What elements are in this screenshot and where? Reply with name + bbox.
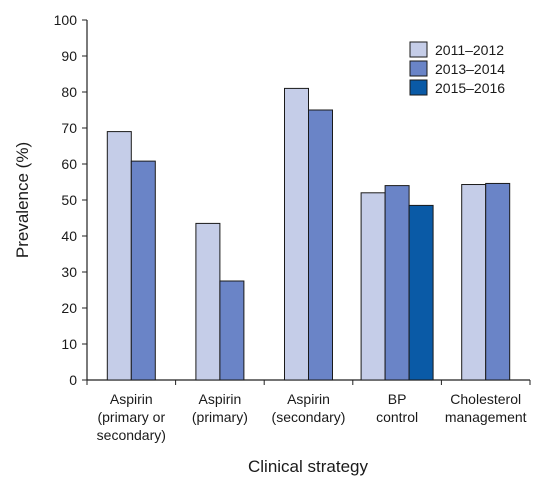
x-axis-title: Clinical strategy [248, 457, 368, 476]
bar-2011–2012-4 [461, 184, 487, 381]
x-tick-label: control [376, 409, 418, 425]
y-tick-label: 50 [61, 192, 77, 208]
y-tick-label: 80 [61, 84, 77, 100]
legend-swatch [409, 41, 428, 58]
bar-2011–2012-0 [106, 131, 132, 381]
y-tick-label: 90 [61, 48, 77, 64]
y-tick-label: 60 [61, 156, 77, 172]
bar-2011–2012-1 [195, 222, 221, 381]
bar-2011–2012-3 [360, 192, 386, 381]
legend-label: 2015–2016 [435, 80, 505, 96]
x-tick-label: (secondary) [272, 409, 346, 425]
x-tick-label: secondary) [97, 427, 166, 443]
y-axis-title: Prevalence (%) [13, 142, 32, 258]
bar-2013–2014-2 [308, 109, 333, 381]
x-tick-label: (primary or [97, 409, 165, 425]
bars [106, 87, 511, 381]
bar-2013–2014-0 [130, 160, 156, 381]
y-tick-label: 0 [69, 372, 77, 388]
legend-swatch [409, 60, 428, 77]
legend: 2011–2012 2013–2014 2015–2016 [409, 41, 505, 96]
bar-2011–2012-2 [284, 87, 309, 381]
x-tick-label: Aspirin [287, 391, 330, 407]
bar-2015–2016-3 [408, 204, 434, 381]
y-tick-label: 70 [61, 120, 77, 136]
y-tick-label: 20 [61, 300, 77, 316]
legend-label: 2013–2014 [435, 61, 505, 77]
legend-swatch [409, 79, 428, 96]
y-tick-label: 10 [61, 336, 77, 352]
axes [82, 19, 531, 385]
x-tick-label: management [445, 409, 527, 425]
labels: 0 10 20 30 40 50 60 70 80 90 100 Aspirin (primary or… [54, 12, 527, 443]
x-tick-label: Aspirin [199, 391, 242, 407]
x-tick-label: (primary) [192, 409, 248, 425]
bar-2013–2014-3 [384, 185, 410, 381]
x-tick-label: Cholesterol [450, 391, 521, 407]
y-tick-label: 30 [61, 264, 77, 280]
y-tick-label: 40 [61, 228, 77, 244]
bar-2013–2014-1 [219, 280, 245, 381]
y-tick-label: 100 [54, 12, 78, 28]
legend-label: 2011–2012 [435, 42, 504, 58]
x-tick-label: Aspirin [110, 391, 153, 407]
bar-2013–2014-4 [485, 182, 511, 381]
x-tick-label: BP [388, 391, 407, 407]
